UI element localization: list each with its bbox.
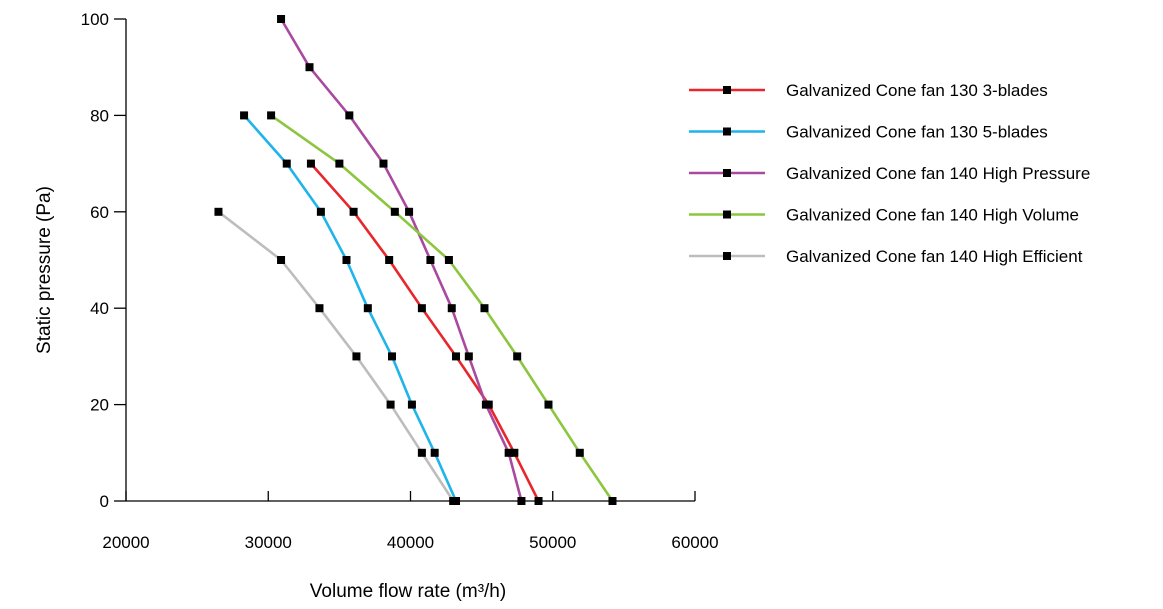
legend-marker xyxy=(723,128,731,136)
data-point xyxy=(345,111,353,119)
data-point xyxy=(214,208,222,216)
data-point xyxy=(513,352,521,360)
data-point xyxy=(431,449,439,457)
legend-marker xyxy=(723,86,731,94)
data-point xyxy=(408,401,416,409)
series-2 xyxy=(240,111,460,505)
y-tick-label: 20 xyxy=(90,396,109,415)
y-ticks: 0 20 40 60 80 100 xyxy=(81,10,126,511)
data-point xyxy=(445,256,453,264)
x-axis-title: Volume flow rate (m³/h) xyxy=(310,581,506,602)
data-point xyxy=(576,449,584,457)
data-point xyxy=(480,304,488,312)
y-tick-label: 80 xyxy=(90,106,109,125)
x-tick-label: 50000 xyxy=(529,533,576,552)
legend-label: Galvanized Cone fan 130 3-blades xyxy=(786,81,1048,100)
legend-item: Galvanized Cone fan 130 5-blades xyxy=(689,123,1048,142)
legend-marker xyxy=(723,169,731,177)
legend-label: Galvanized Cone fan 140 High Pressure xyxy=(786,164,1090,183)
data-point xyxy=(364,304,372,312)
y-tick-label: 100 xyxy=(81,10,109,29)
y-axis-title: Static pressure (Pa) xyxy=(34,186,55,354)
data-point xyxy=(426,256,434,264)
legend-item: Galvanized Cone fan 140 High Volume xyxy=(689,206,1079,225)
legend: Galvanized Cone fan 130 3-blades Galvaniz… xyxy=(689,81,1090,266)
data-point xyxy=(405,208,413,216)
x-tick-label: 30000 xyxy=(245,533,292,552)
data-point xyxy=(505,449,513,457)
series-line xyxy=(219,212,454,501)
data-point xyxy=(385,256,393,264)
data-point xyxy=(240,111,248,119)
axes: 0 20 40 60 80 100 20000 30000 40000 50000 60000 xyxy=(81,10,719,552)
series-5 xyxy=(214,208,457,505)
legend-marker xyxy=(723,211,731,219)
data-point xyxy=(335,160,343,168)
legend-label: Galvanized Cone fan 130 5-blades xyxy=(786,123,1048,142)
data-point xyxy=(465,352,473,360)
data-point xyxy=(388,352,396,360)
data-point xyxy=(277,15,285,23)
data-point xyxy=(608,497,616,505)
legend-label: Galvanized Cone fan 140 High Efficient xyxy=(786,247,1083,266)
y-tick-label: 40 xyxy=(90,299,109,318)
x-ticks: 20000 30000 40000 50000 60000 xyxy=(102,491,718,552)
data-point xyxy=(342,256,350,264)
x-tick-label: 60000 xyxy=(671,533,718,552)
legend-item: Galvanized Cone fan 140 High Efficient xyxy=(689,247,1083,266)
data-point xyxy=(387,401,395,409)
data-point xyxy=(307,160,315,168)
x-tick-label: 20000 xyxy=(102,533,149,552)
data-point xyxy=(448,304,456,312)
legend-marker xyxy=(723,252,731,260)
data-point xyxy=(317,208,325,216)
data-point xyxy=(418,304,426,312)
data-point xyxy=(267,111,275,119)
y-tick-label: 0 xyxy=(100,492,109,511)
data-point xyxy=(350,208,358,216)
data-point xyxy=(517,497,525,505)
y-tick-label: 60 xyxy=(90,203,109,222)
data-point xyxy=(283,160,291,168)
legend-item: Galvanized Cone fan 130 3-blades xyxy=(689,81,1048,100)
series-line xyxy=(281,19,521,501)
data-point xyxy=(315,304,323,312)
data-point xyxy=(482,401,490,409)
data-point xyxy=(535,497,543,505)
data-point xyxy=(449,497,457,505)
data-point xyxy=(379,160,387,168)
data-point xyxy=(391,208,399,216)
data-point xyxy=(418,449,426,457)
data-point xyxy=(452,352,460,360)
data-point xyxy=(277,256,285,264)
data-point xyxy=(544,401,552,409)
series-3 xyxy=(277,15,525,505)
data-point xyxy=(352,352,360,360)
data-point xyxy=(306,63,314,71)
legend-item: Galvanized Cone fan 140 High Pressure xyxy=(689,164,1090,183)
x-tick-label: 40000 xyxy=(387,533,434,552)
series-group xyxy=(214,15,616,505)
legend-label: Galvanized Cone fan 140 High Volume xyxy=(786,206,1079,225)
